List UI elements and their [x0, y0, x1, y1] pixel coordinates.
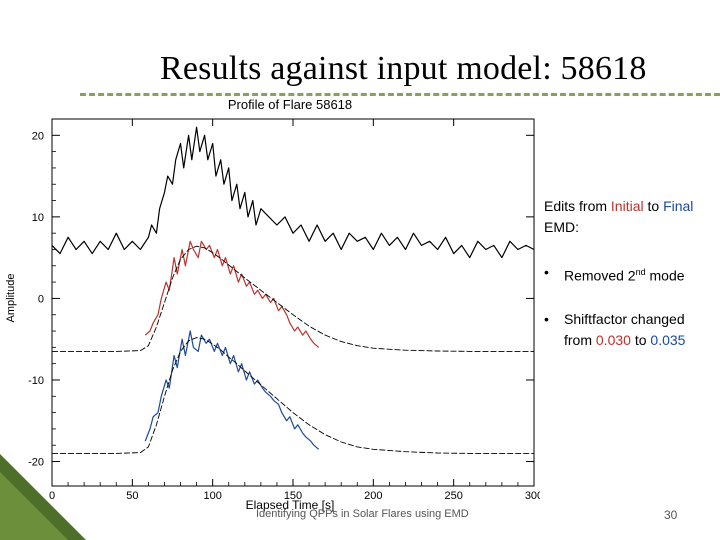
y-tick-label: -10	[28, 375, 44, 387]
footer-text: Identifying QPPs in Solar Flares using E…	[256, 508, 469, 520]
bullet-removed-mode: Removed 2nd mode	[544, 262, 714, 287]
intro-text-to: to	[643, 198, 664, 214]
y-axis-label: Amplitude	[5, 274, 17, 323]
intro-text: Edits from	[544, 198, 611, 214]
series-line-1	[144, 240, 320, 348]
corner-decoration	[0, 454, 86, 540]
x-tick-label: 250	[444, 490, 462, 502]
shiftfactor-final-value: 0.035	[650, 331, 686, 348]
x-tick-label: 50	[126, 490, 138, 502]
x-tick-label: 300	[525, 490, 540, 502]
series-line-3	[52, 245, 534, 352]
intro-text-emd: EMD:	[544, 219, 579, 235]
series-line-2	[144, 330, 320, 450]
bullet1-text: Removed 2	[564, 267, 636, 284]
y-tick-label: 0	[38, 293, 44, 305]
x-tick-label: 0	[49, 490, 55, 502]
page-number: 30	[664, 508, 678, 522]
initial-label: Initial	[610, 198, 644, 214]
plot-frame	[51, 118, 535, 487]
slide-title: Results against input model: 58618	[160, 50, 647, 87]
bullet-shiftfactor: Shiftfactor changed from 0.030 to 0.035	[544, 309, 714, 351]
x-tick-label: 100	[203, 490, 221, 502]
series-line-4	[52, 337, 534, 454]
title-divider	[80, 93, 720, 96]
edits-intro: Edits from Initial to Final EMD:	[544, 196, 714, 238]
x-axis-label: Elapsed Time [s]	[246, 498, 335, 512]
series-line-0	[51, 126, 535, 259]
y-tick-label: 10	[32, 212, 44, 224]
flare-profile-chart: Profile of Flare 58618 Elapsed Time [s] …	[5, 97, 540, 512]
x-tick-label: 200	[364, 490, 382, 502]
bullet1-superscript: nd	[635, 267, 646, 277]
x-tick-label: 150	[284, 490, 302, 502]
y-tick-label: 20	[32, 130, 44, 142]
chart-title: Profile of Flare 58618	[228, 97, 352, 112]
bullet2-text: Shiftfactor changed from	[564, 310, 685, 348]
y-tick-label: -20	[28, 457, 44, 469]
final-label: Final	[663, 198, 694, 214]
bullet1-text-end: mode	[645, 267, 685, 284]
shiftfactor-initial-value: 0.030	[595, 331, 631, 348]
bullet2-text-to: to	[630, 331, 651, 348]
edits-summary: Edits from Initial to Final EMD: Removed…	[544, 196, 714, 351]
